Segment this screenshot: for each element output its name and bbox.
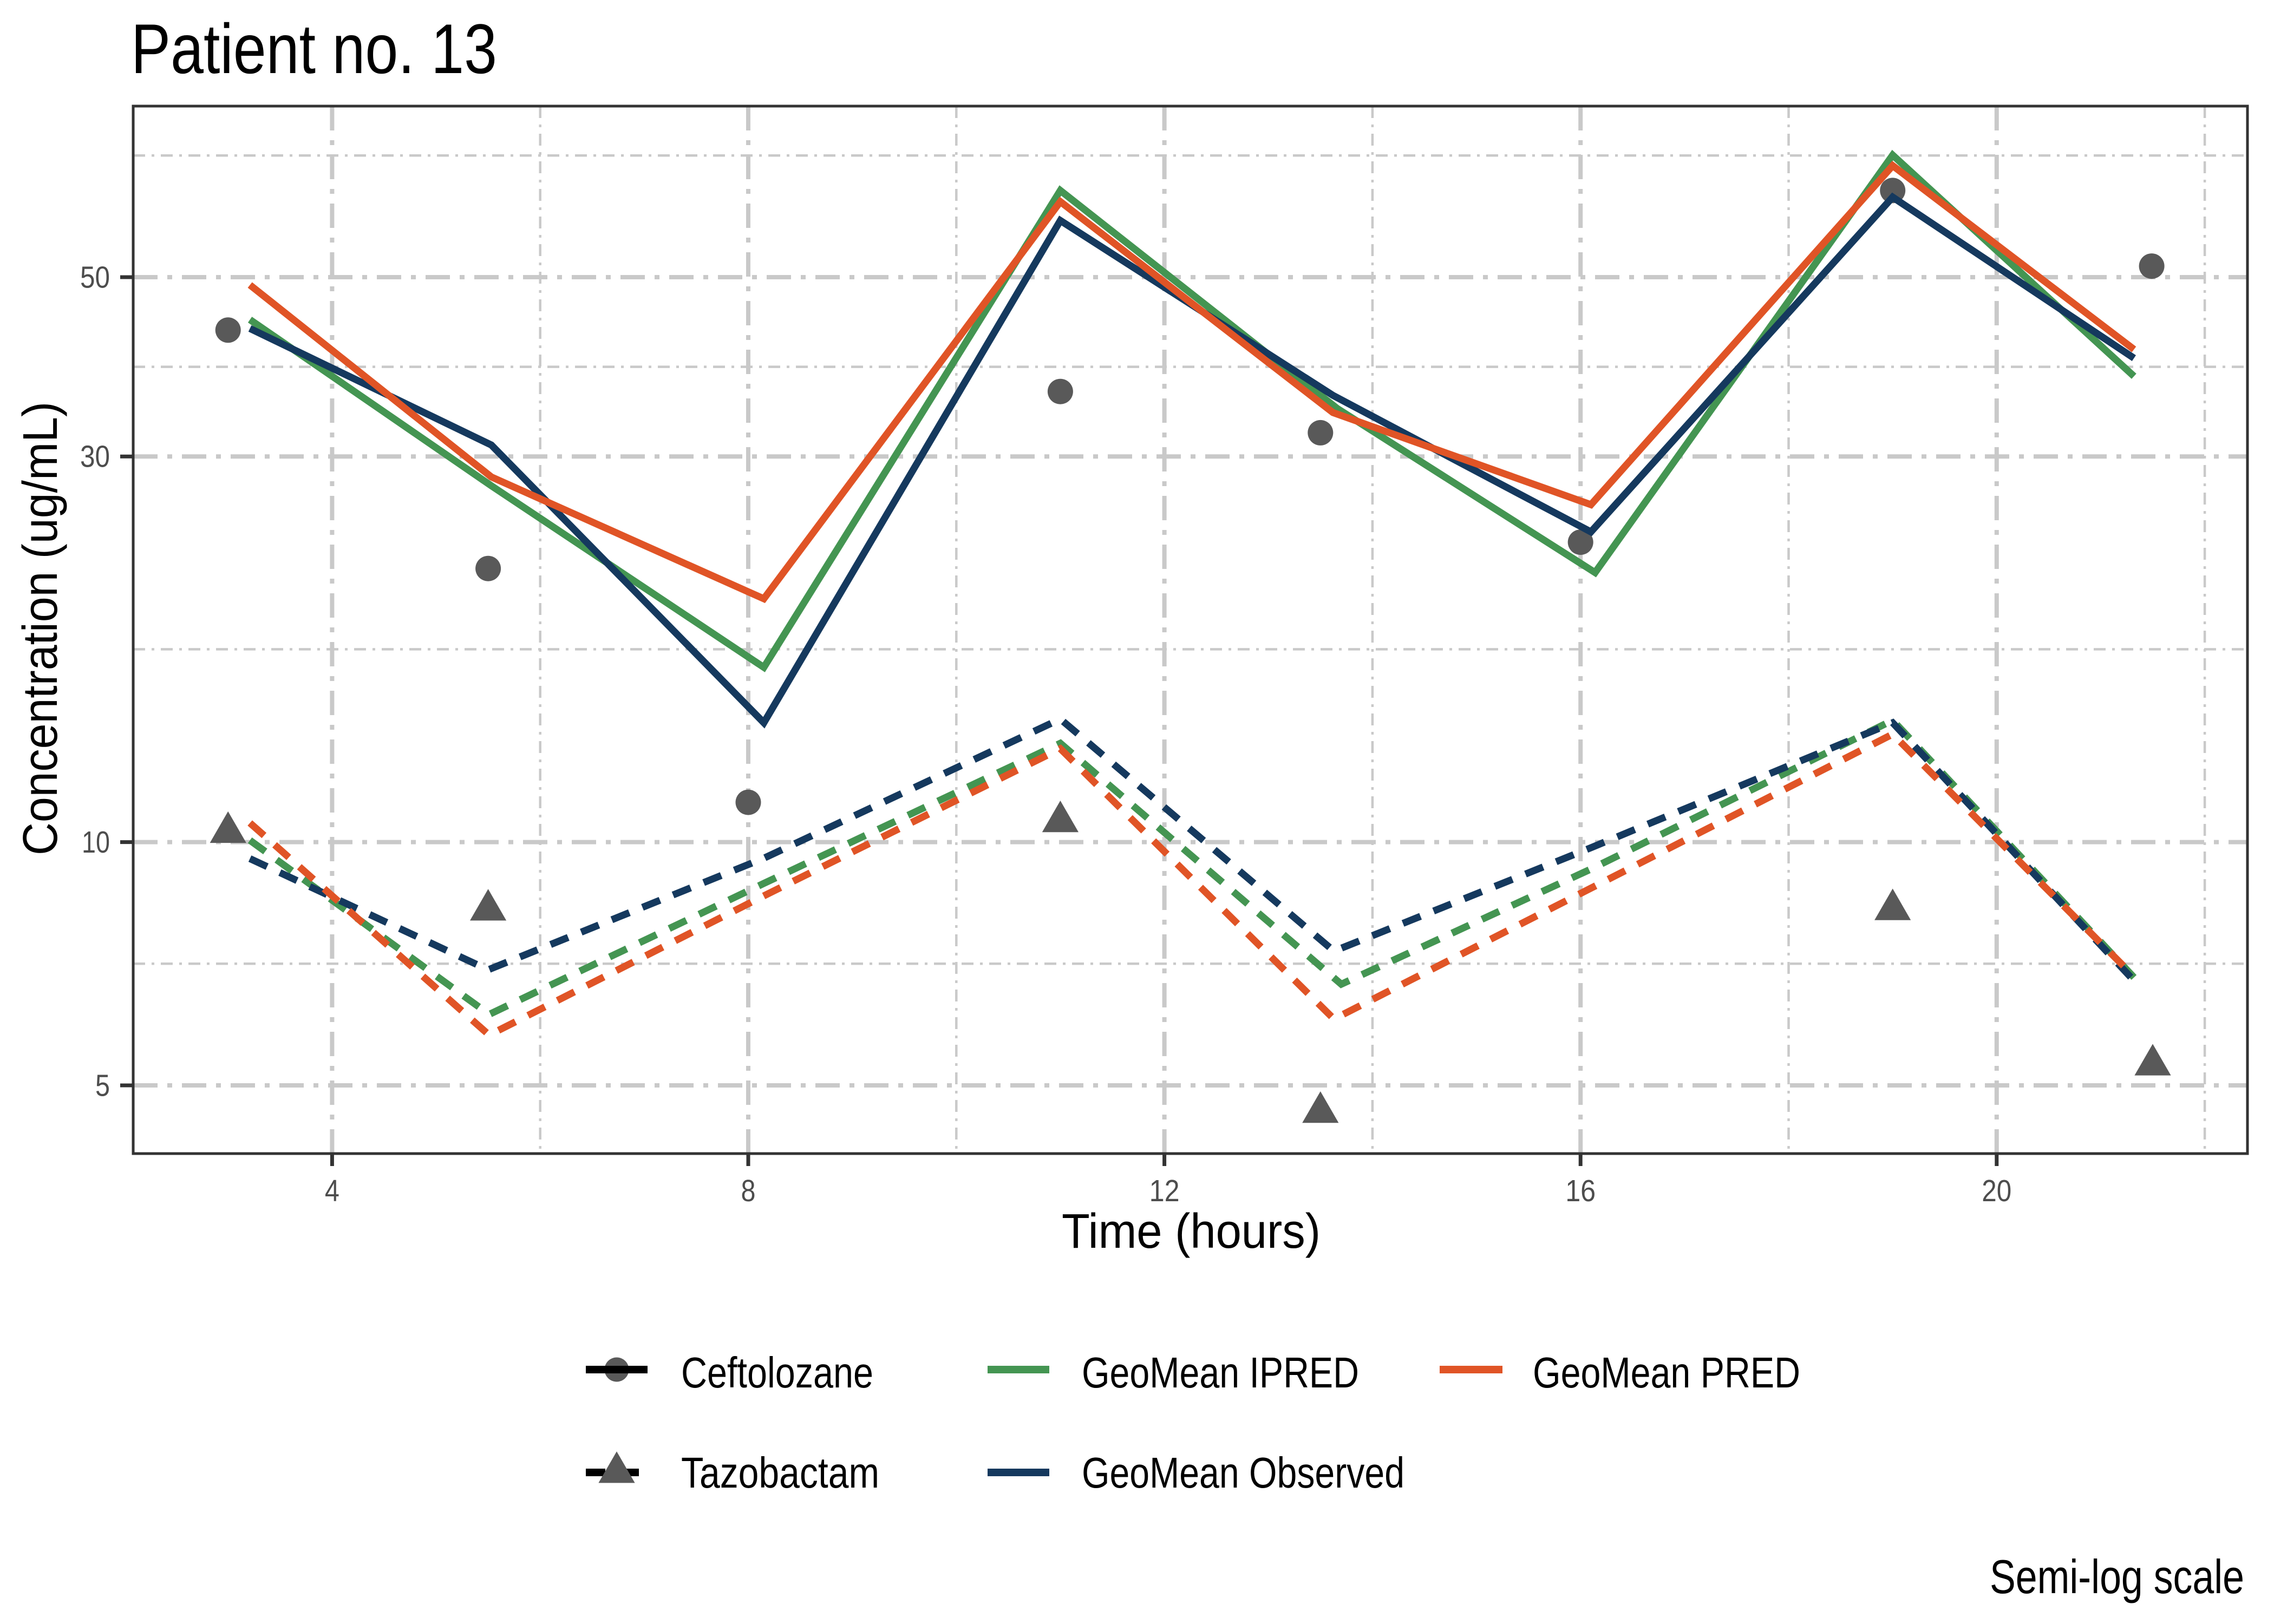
svg-text:50: 50 — [80, 260, 110, 295]
svg-text:GeoMean IPRED: GeoMean IPRED — [1082, 1348, 1359, 1397]
svg-text:20: 20 — [1982, 1174, 2011, 1208]
svg-text:Semi-log scale: Semi-log scale — [1990, 1550, 2244, 1603]
svg-text:Time (hours): Time (hours) — [1062, 1204, 1321, 1259]
svg-text:Concentration (ug/mL): Concentration (ug/mL) — [14, 402, 68, 855]
svg-text:5: 5 — [95, 1069, 110, 1103]
svg-text:30: 30 — [80, 440, 110, 474]
svg-text:GeoMean PRED: GeoMean PRED — [1533, 1348, 1800, 1397]
svg-text:4: 4 — [325, 1174, 339, 1208]
svg-text:Ceftolozane: Ceftolozane — [681, 1348, 873, 1397]
svg-text:Patient no. 13: Patient no. 13 — [131, 9, 497, 88]
svg-text:12: 12 — [1149, 1174, 1180, 1208]
svg-text:16: 16 — [1565, 1174, 1596, 1208]
svg-text:10: 10 — [82, 825, 110, 860]
svg-text:8: 8 — [741, 1174, 756, 1208]
svg-text:Tazobactam: Tazobactam — [681, 1449, 879, 1497]
svg-text:GeoMean Observed: GeoMean Observed — [1082, 1449, 1404, 1497]
